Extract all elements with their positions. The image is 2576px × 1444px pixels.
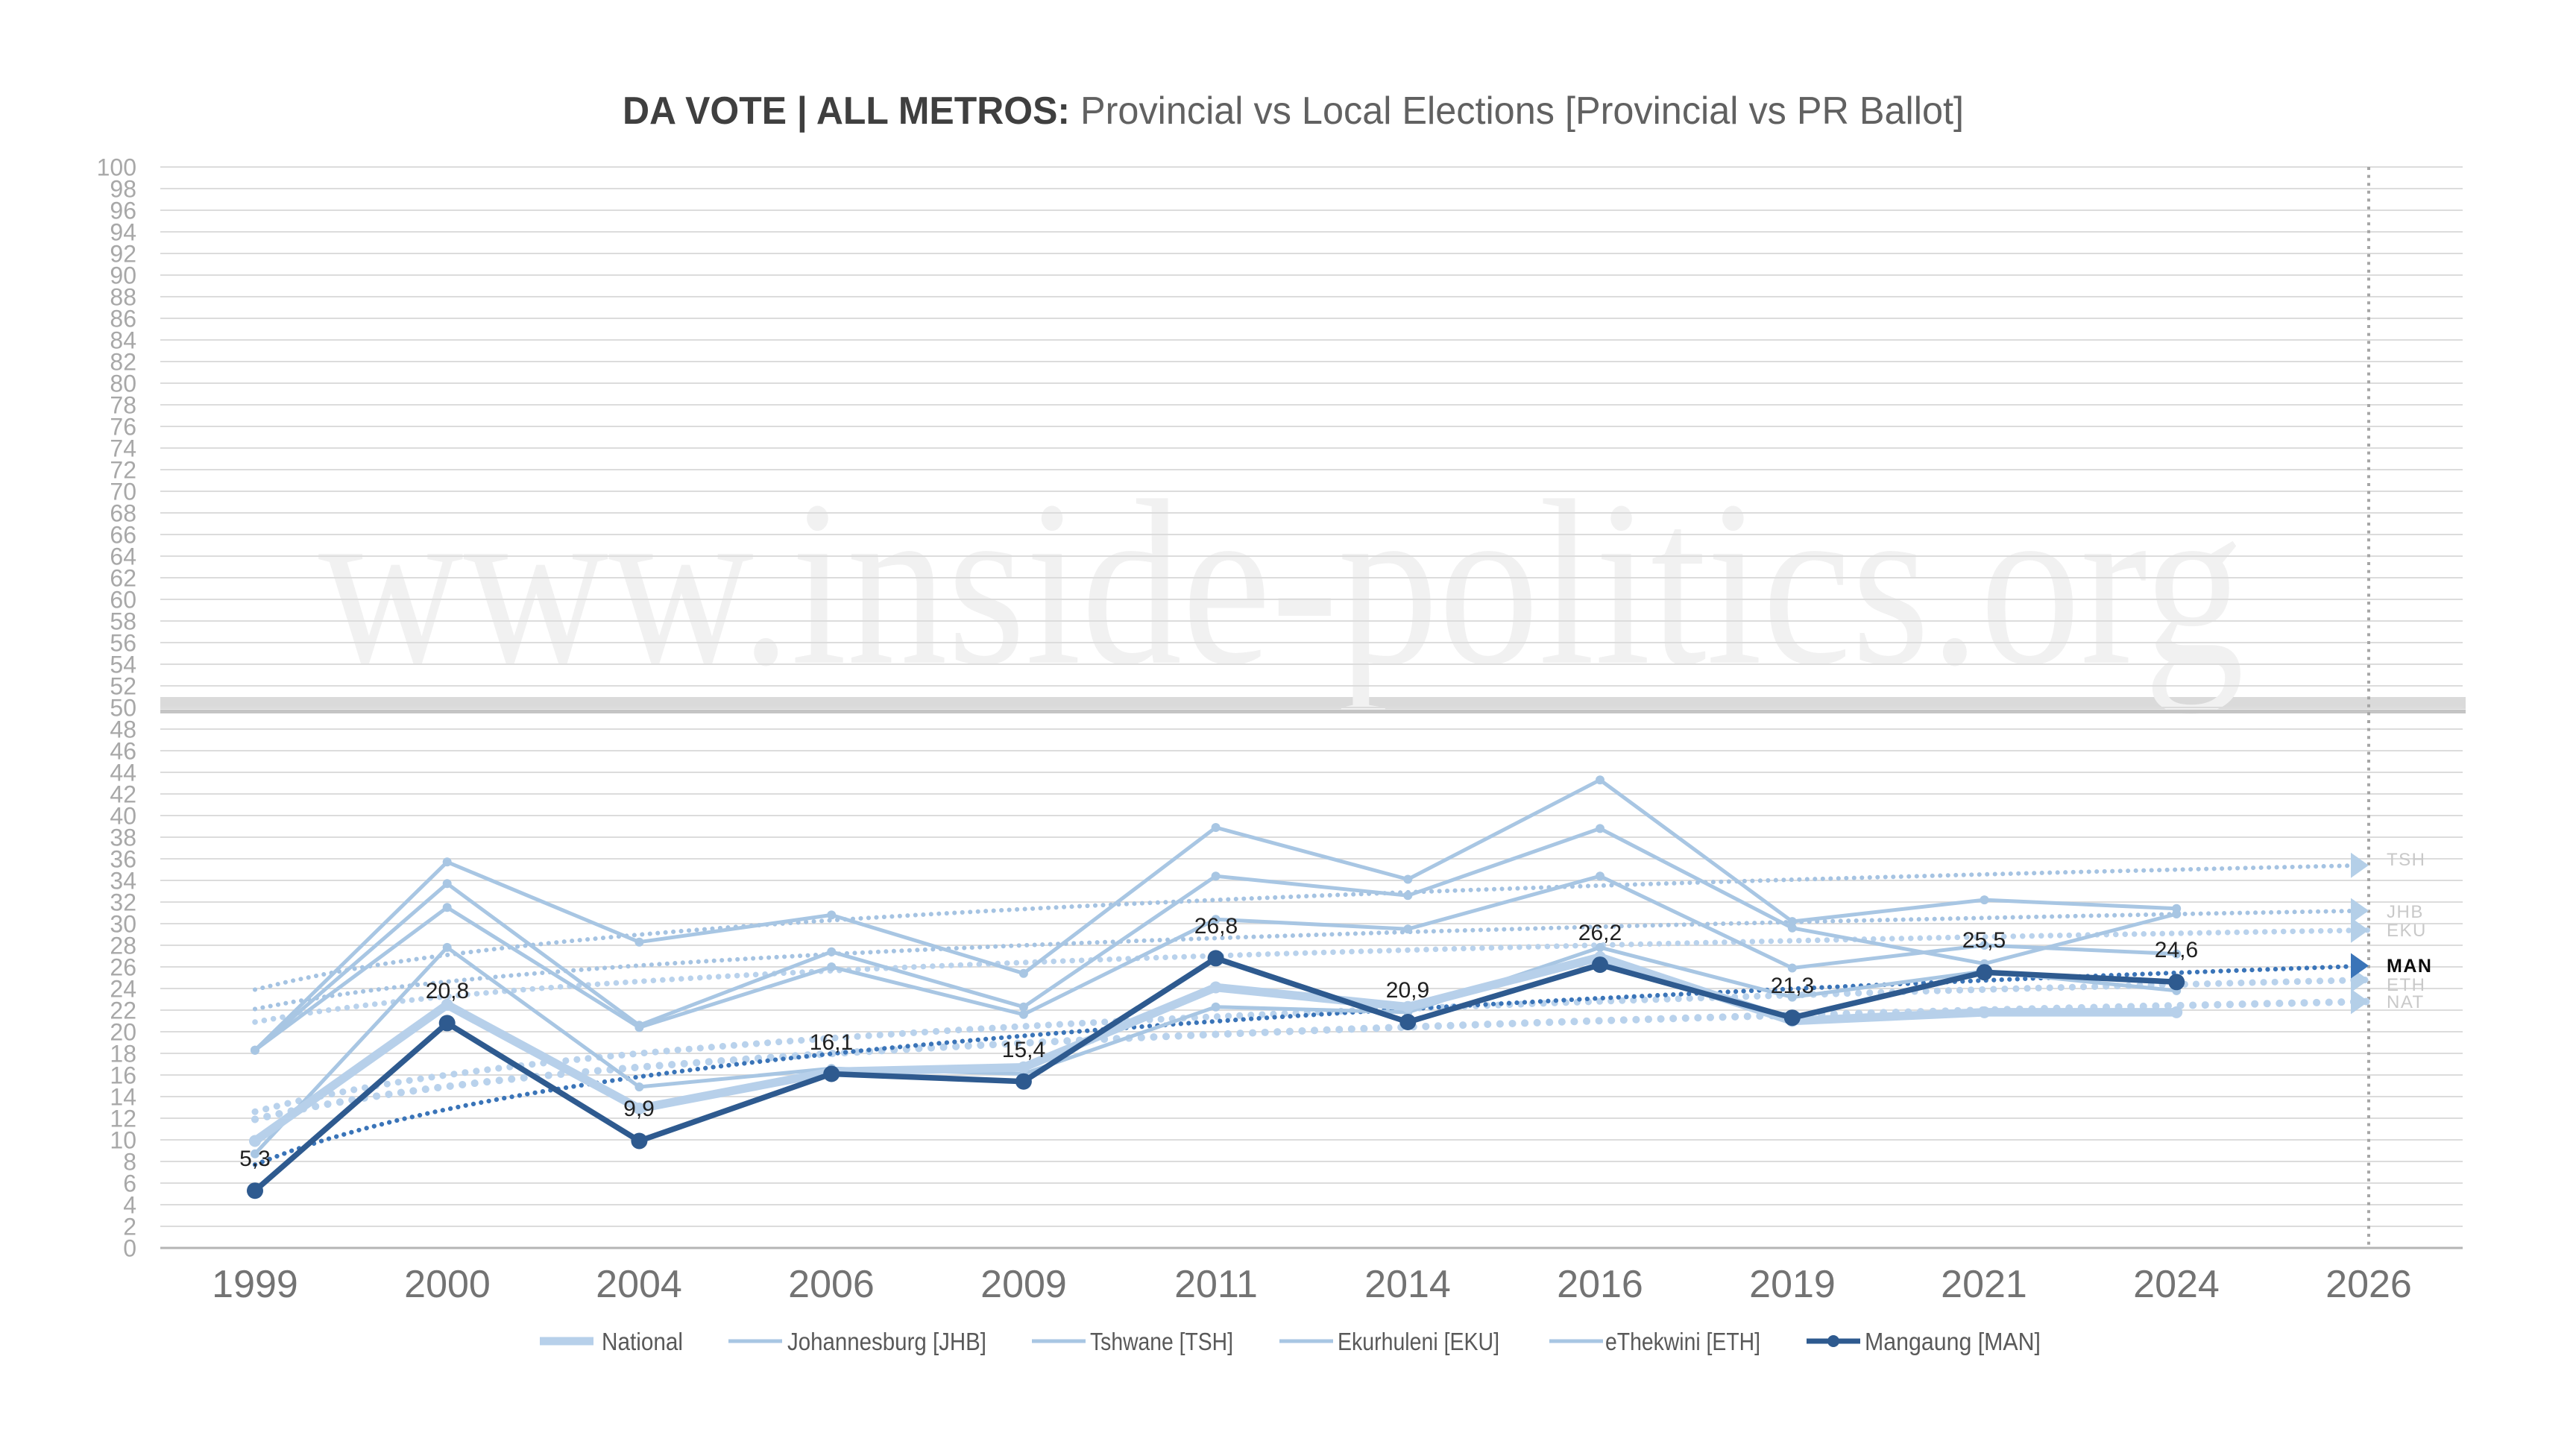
svg-text:Tshwane [TSH]: Tshwane [TSH] xyxy=(1090,1328,1233,1355)
svg-text:76: 76 xyxy=(110,414,136,441)
svg-text:2: 2 xyxy=(123,1214,136,1240)
svg-text:National: National xyxy=(602,1328,683,1355)
svg-text:54: 54 xyxy=(110,652,136,678)
svg-text:2006: 2006 xyxy=(788,1263,875,1306)
svg-text:56: 56 xyxy=(110,630,136,657)
svg-text:24,6: 24,6 xyxy=(2155,938,2198,962)
svg-text:26: 26 xyxy=(110,954,136,981)
svg-text:TSH: TSH xyxy=(2387,850,2426,870)
svg-text:EKU: EKU xyxy=(2387,921,2427,941)
svg-text:34: 34 xyxy=(110,868,136,895)
svg-text:15,4: 15,4 xyxy=(1002,1038,1045,1062)
svg-text:66: 66 xyxy=(110,522,136,549)
svg-text:2016: 2016 xyxy=(1557,1263,1643,1306)
svg-text:24: 24 xyxy=(110,976,136,1003)
svg-text:6: 6 xyxy=(123,1170,136,1197)
svg-text:2011: 2011 xyxy=(1174,1263,1258,1306)
svg-text:20,9: 20,9 xyxy=(1386,978,1429,1003)
svg-text:21,3: 21,3 xyxy=(1771,974,1814,998)
svg-text:38: 38 xyxy=(110,825,136,851)
svg-text:9,9: 9,9 xyxy=(623,1097,655,1121)
svg-text:26,2: 26,2 xyxy=(1578,921,1622,945)
svg-text:64: 64 xyxy=(110,543,136,570)
svg-text:58: 58 xyxy=(110,608,136,635)
svg-text:98: 98 xyxy=(110,176,136,203)
svg-text:2024: 2024 xyxy=(2133,1263,2220,1306)
svg-text:5,3: 5,3 xyxy=(239,1147,271,1171)
svg-text:50: 50 xyxy=(110,695,136,722)
svg-text:40: 40 xyxy=(110,803,136,830)
svg-text:DA VOTE | ALL METROS:Provincia: DA VOTE | ALL METROS: Provincial vs Local… xyxy=(623,89,1964,133)
svg-text:44: 44 xyxy=(110,760,136,786)
svg-text:100: 100 xyxy=(97,154,136,181)
svg-text:12: 12 xyxy=(110,1106,136,1132)
svg-text:Mangaung [MAN]: Mangaung [MAN] xyxy=(1865,1328,2041,1355)
svg-text:2021: 2021 xyxy=(1941,1263,2027,1306)
svg-text:2000: 2000 xyxy=(404,1263,491,1306)
svg-text:16: 16 xyxy=(110,1062,136,1089)
svg-text:18: 18 xyxy=(110,1041,136,1068)
svg-text:96: 96 xyxy=(110,198,136,224)
svg-text:2019: 2019 xyxy=(1749,1263,1836,1306)
svg-text:78: 78 xyxy=(110,392,136,419)
svg-text:0: 0 xyxy=(123,1235,136,1262)
svg-text:68: 68 xyxy=(110,500,136,527)
svg-text:46: 46 xyxy=(110,738,136,765)
svg-text:42: 42 xyxy=(110,781,136,808)
svg-text:Ekurhuleni [EKU]: Ekurhuleni [EKU] xyxy=(1338,1328,1499,1355)
svg-text:52: 52 xyxy=(110,673,136,700)
svg-text:72: 72 xyxy=(110,457,136,484)
svg-text:26,8: 26,8 xyxy=(1194,914,1238,939)
svg-text:Johannesburg [JHB]: Johannesburg [JHB] xyxy=(787,1328,986,1355)
svg-text:4: 4 xyxy=(123,1192,136,1219)
svg-text:82: 82 xyxy=(110,349,136,376)
svg-text:10: 10 xyxy=(110,1127,136,1154)
svg-text:eThekwini [ETH]: eThekwini [ETH] xyxy=(1605,1328,1760,1355)
svg-text:www.inside-politics.org: www.inside-politics.org xyxy=(318,452,2244,715)
svg-text:84: 84 xyxy=(110,327,136,354)
svg-text:25,5: 25,5 xyxy=(1962,928,2006,953)
svg-text:22: 22 xyxy=(110,997,136,1024)
svg-text:20,8: 20,8 xyxy=(426,979,469,1003)
svg-text:48: 48 xyxy=(110,716,136,743)
svg-text:MAN: MAN xyxy=(2387,956,2432,977)
svg-text:94: 94 xyxy=(110,219,136,246)
svg-text:2009: 2009 xyxy=(980,1263,1067,1306)
svg-text:60: 60 xyxy=(110,587,136,614)
svg-text:86: 86 xyxy=(110,306,136,332)
svg-text:8: 8 xyxy=(123,1149,136,1176)
svg-text:2014: 2014 xyxy=(1364,1263,1451,1306)
svg-text:28: 28 xyxy=(110,933,136,959)
svg-text:14: 14 xyxy=(110,1084,136,1111)
svg-text:90: 90 xyxy=(110,262,136,289)
svg-text:36: 36 xyxy=(110,846,136,873)
svg-text:2004: 2004 xyxy=(596,1263,682,1306)
svg-text:1999: 1999 xyxy=(212,1263,298,1306)
svg-text:62: 62 xyxy=(110,565,136,592)
svg-text:30: 30 xyxy=(110,911,136,938)
svg-text:88: 88 xyxy=(110,284,136,311)
svg-text:20: 20 xyxy=(110,1019,136,1046)
svg-text:ETH: ETH xyxy=(2387,975,2426,995)
svg-text:70: 70 xyxy=(110,479,136,505)
svg-text:92: 92 xyxy=(110,241,136,268)
svg-text:2026: 2026 xyxy=(2325,1263,2412,1306)
svg-text:80: 80 xyxy=(110,371,136,397)
svg-text:JHB: JHB xyxy=(2387,902,2424,922)
svg-text:16,1: 16,1 xyxy=(810,1030,853,1055)
svg-text:32: 32 xyxy=(110,889,136,916)
svg-text:NAT: NAT xyxy=(2387,992,2425,1012)
svg-text:74: 74 xyxy=(110,435,136,462)
